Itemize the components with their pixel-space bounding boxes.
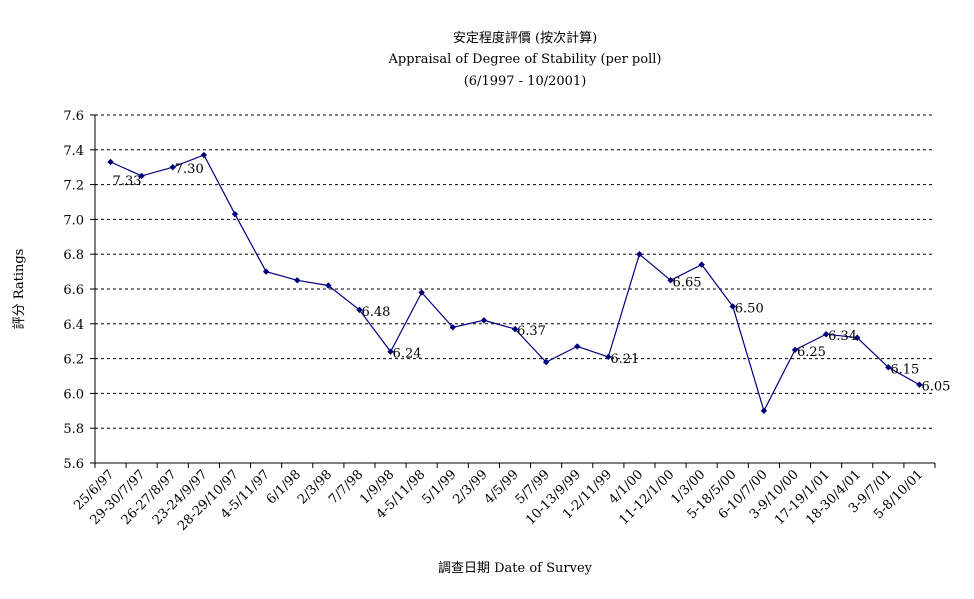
y-tick-label: 5.8 xyxy=(63,422,84,437)
data-point xyxy=(262,268,270,275)
data-point xyxy=(138,172,145,180)
data-label: 6.15 xyxy=(890,362,919,377)
y-tick-label: 7.4 xyxy=(63,144,84,159)
data-point xyxy=(605,353,612,361)
data-label: 6.25 xyxy=(797,345,826,360)
data-label: 6.37 xyxy=(517,324,546,339)
data-label: 6.34 xyxy=(828,329,857,344)
y-tick-label: 6.0 xyxy=(63,387,84,402)
y-tick-label: 6.8 xyxy=(63,248,84,263)
data-point xyxy=(791,346,799,354)
y-axis-label: 評分 Ratings xyxy=(12,249,27,330)
data-label: 6.24 xyxy=(393,347,422,362)
x-tick-label: 4/5/99 xyxy=(482,467,522,507)
data-point xyxy=(511,325,519,333)
data-label: 6.21 xyxy=(610,352,639,367)
series-line xyxy=(110,154,920,413)
x-tick-label: 7/7/98 xyxy=(326,467,366,507)
series-stability xyxy=(107,151,923,414)
data-point xyxy=(387,348,394,355)
data-label: 6.48 xyxy=(361,305,390,320)
data-point xyxy=(200,151,208,159)
data-point xyxy=(916,381,923,388)
y-tick-label: 6.4 xyxy=(63,318,84,333)
y-tick-label: 6.6 xyxy=(63,283,84,298)
gridlines xyxy=(95,114,935,429)
data-point xyxy=(542,358,550,366)
data-point xyxy=(325,282,332,289)
data-point xyxy=(356,306,363,314)
data-point xyxy=(449,324,456,331)
data-point xyxy=(698,261,705,268)
data-point xyxy=(760,407,768,414)
data-label: 7.33 xyxy=(113,174,142,189)
x-tick-label: 2/3/99 xyxy=(451,467,491,507)
data-point xyxy=(418,289,425,296)
data-point xyxy=(574,343,581,350)
data-label: 6.50 xyxy=(735,301,764,316)
data-point xyxy=(885,364,892,371)
data-point xyxy=(667,277,674,284)
data-labels: 7.33 7.30 6.48 6.24 6.37 6.21 6.65 6.50 6.256.34… xyxy=(113,162,951,395)
data-point xyxy=(231,210,239,218)
data-label: 6.05 xyxy=(921,380,950,395)
y-tick-label: 7.0 xyxy=(63,213,84,228)
data-point xyxy=(480,317,488,324)
chart-subtitle: Appraisal of Degree of Stability (per po… xyxy=(388,52,662,67)
data-label: 6.65 xyxy=(673,275,702,290)
data-point xyxy=(169,164,176,171)
x-axis-label: 調查日期 Date of Survey xyxy=(438,561,593,576)
y-axis-ticks: 5.6 5.8 6.0 6.2 6.4 6.6 6.8 7.0 7.2 7.4 7.6 xyxy=(63,109,95,472)
data-point xyxy=(822,331,830,338)
data-point xyxy=(636,251,643,258)
y-tick-label: 7.2 xyxy=(63,179,84,194)
chart-title: 安定程度評價 (按次計算) xyxy=(453,30,597,46)
chart-subtitle-range: (6/1997 - 10/2001) xyxy=(464,74,587,89)
x-tick-label: 5/1/99 xyxy=(419,467,459,507)
data-point xyxy=(729,303,736,310)
y-tick-label: 5.6 xyxy=(63,457,84,472)
x-tick-label: 6/1/98 xyxy=(264,467,304,507)
x-axis-ticks: 25/6/9729-30/7/9726-27/8/9723-24/9/9728-… xyxy=(71,463,936,534)
y-tick-label: 7.6 xyxy=(63,109,84,124)
y-tick-label: 6.2 xyxy=(63,353,84,368)
data-label: 7.30 xyxy=(175,162,204,177)
data-point xyxy=(854,334,861,341)
x-tick-label: 2/3/98 xyxy=(295,467,335,507)
data-point xyxy=(294,277,301,284)
data-point xyxy=(107,158,114,166)
